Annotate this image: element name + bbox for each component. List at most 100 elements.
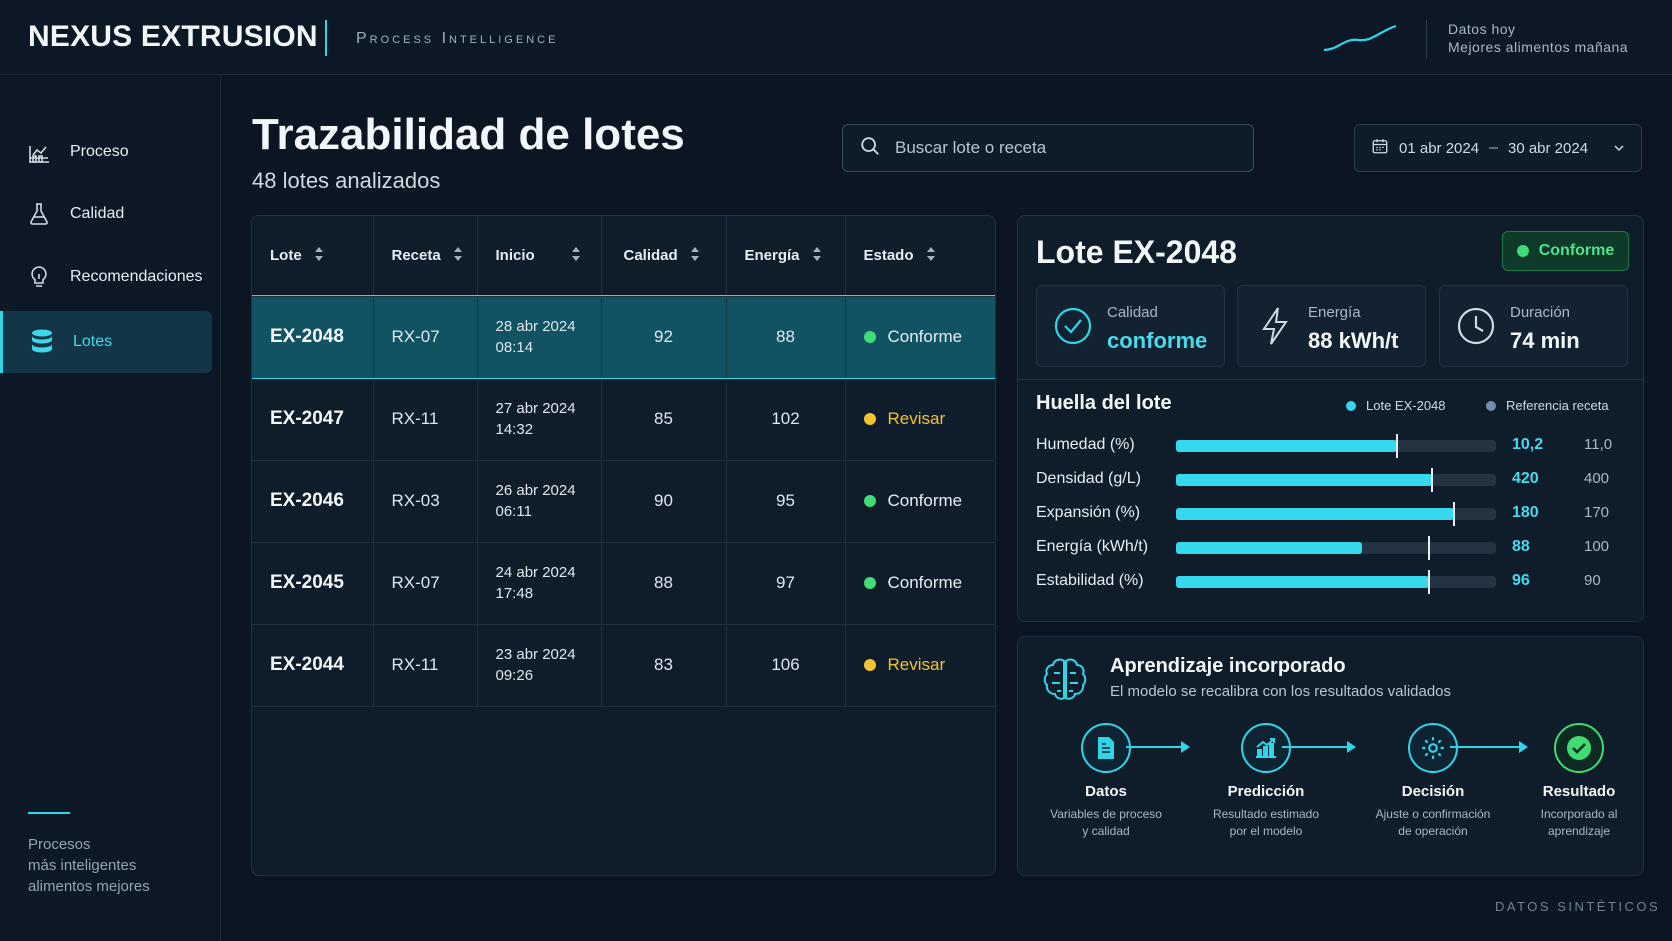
- metric-label: Densidad (g/L): [1036, 470, 1141, 487]
- metric-reference: 170: [1584, 504, 1610, 521]
- cell-energia: 106: [726, 624, 846, 707]
- cell-inicio: 27 abr 2024 14:32: [477, 378, 602, 461]
- cell-hora: 14:32: [495, 421, 534, 438]
- cell-fecha: 24 abr 2024: [495, 564, 576, 581]
- date-range-picker[interactable]: 01 abr 2024 – 30 abr 2024: [1354, 124, 1642, 172]
- step-description: Resultado estimado por el modelo: [1196, 806, 1336, 840]
- factory-chart-icon: [26, 139, 52, 165]
- cell-estado: Conforme: [845, 460, 995, 543]
- kpi-value: 74 min: [1510, 328, 1580, 353]
- cell-energia: 88: [726, 296, 846, 379]
- cell-receta: RX-11: [373, 378, 478, 461]
- column-header-estado[interactable]: Estado: [845, 216, 995, 297]
- batches-table-panel: Lote Receta Inicio Calidad Energía Estad…: [251, 215, 996, 876]
- metric-reference-marker: [1431, 468, 1433, 492]
- status-label: Revisar: [887, 409, 946, 428]
- column-header-label: Receta: [391, 246, 441, 264]
- legend-label: Lote EX-2048: [1366, 398, 1446, 413]
- chevron-down-icon: [1611, 140, 1627, 161]
- metric-value: 88: [1512, 538, 1530, 555]
- step-title: Resultado: [1542, 783, 1616, 800]
- metric-bar-fill: [1176, 474, 1432, 486]
- cell-estado: Revisar: [845, 624, 995, 707]
- table-row[interactable]: EX-2047 RX-11 27 abr 2024 14:32 85 102 Re…: [252, 378, 995, 461]
- wave-icon: [1323, 24, 1397, 52]
- step-desc-line: Variables de proceso: [1050, 807, 1162, 821]
- legend-dot-lote: [1346, 400, 1356, 411]
- learning-subtitle: El modelo se recalibra con los resultado…: [1110, 683, 1452, 700]
- legend-dot-ref: [1486, 400, 1496, 411]
- cell-calidad: 90: [601, 460, 727, 543]
- step-description: Incorporado al aprendizaje: [1524, 806, 1634, 840]
- step-resultado: Resultado Incorporado al aprendizaje: [1524, 723, 1634, 840]
- search-input[interactable]: [895, 138, 1225, 158]
- cell-calidad: 85: [601, 378, 727, 461]
- legend-referencia: Referencia receta: [1486, 398, 1609, 413]
- metric-row: Humedad (%) 10,2 11,0: [1036, 434, 1626, 458]
- metric-bar-fill: [1176, 508, 1455, 520]
- cell-inicio: 23 abr 2024 09:26: [477, 624, 602, 707]
- cell-receta: RX-07: [373, 542, 478, 625]
- table-row[interactable]: EX-2044 RX-11 23 abr 2024 09:26 83 106 Re…: [252, 624, 995, 707]
- metric-value: 420: [1512, 470, 1539, 487]
- column-header-energia[interactable]: Energía: [726, 216, 846, 297]
- metric-bar-track: [1176, 468, 1496, 492]
- cell-energia: 95: [726, 460, 846, 543]
- step-desc-line: Resultado estimado: [1212, 807, 1320, 821]
- cell-lote: EX-2044: [252, 624, 374, 707]
- table-row[interactable]: EX-2048 RX-07 28 abr 2024 08:14 92 88 Con…: [252, 295, 995, 379]
- date-separator: –: [1489, 139, 1498, 156]
- metric-row: Estabilidad (%) 96 90: [1036, 570, 1626, 594]
- kpi-label: Duración: [1510, 304, 1571, 321]
- status-label: Conforme: [887, 491, 963, 510]
- table-row[interactable]: EX-2045 RX-07 24 abr 2024 17:48 88 97 Con…: [252, 542, 995, 625]
- metric-label: Humedad (%): [1036, 436, 1135, 453]
- cell-receta: RX-11: [373, 624, 478, 707]
- column-header-label: Lote: [270, 246, 302, 264]
- column-header-lote[interactable]: Lote: [252, 216, 374, 297]
- metric-row: Expansión (%) 180 170: [1036, 502, 1626, 526]
- gear-icon: [1408, 723, 1458, 773]
- column-header-calidad[interactable]: Calidad: [601, 216, 727, 297]
- column-header-label: Estado: [863, 246, 914, 264]
- search-icon: [859, 135, 881, 162]
- step-datos: Datos Variables de proceso y calidad: [1036, 723, 1176, 840]
- header-tagline-2: Mejores alimentos mañana: [1448, 39, 1629, 55]
- kpi-label: Calidad: [1107, 304, 1158, 321]
- kpi-label: Energía: [1308, 304, 1361, 321]
- metric-label: Estabilidad (%): [1036, 572, 1144, 589]
- kpi-value: 88 kWh/t: [1308, 328, 1399, 353]
- brand-divider: [325, 20, 327, 56]
- status-dot: [863, 331, 876, 343]
- step-title: Decisión: [1401, 783, 1465, 800]
- metric-reference: 400: [1584, 470, 1610, 487]
- column-header-inicio[interactable]: Inicio: [477, 216, 602, 297]
- metric-value: 180: [1512, 504, 1539, 521]
- batch-footprint: Huella del lote Lote EX-2048 Referencia …: [1018, 379, 1645, 623]
- header-divider: [1426, 20, 1427, 58]
- table-row[interactable]: EX-2046 RX-03 26 abr 2024 06:11 90 95 Con…: [252, 460, 995, 543]
- flask-icon: [26, 201, 52, 227]
- sidebar-item-lotes[interactable]: Lotes: [0, 311, 212, 373]
- kpi-card-calidad: Calidad conforme: [1036, 285, 1225, 367]
- sort-icon: [812, 246, 822, 266]
- column-header-label: Inicio: [495, 246, 535, 264]
- metric-value: 10,2: [1512, 436, 1544, 453]
- metric-bar-fill: [1176, 440, 1397, 452]
- metric-reference-marker: [1427, 570, 1430, 594]
- search-box[interactable]: [842, 124, 1254, 172]
- metric-bar-track: [1176, 570, 1496, 594]
- sidebar-item-calidad[interactable]: Calidad: [0, 183, 212, 245]
- metric-bar-track: [1176, 434, 1496, 458]
- cell-hora: 17:48: [495, 585, 534, 602]
- sort-icon: [571, 246, 581, 266]
- metric-bar-track: [1176, 536, 1496, 560]
- kpi-card-duracion: Duración 74 min: [1439, 285, 1628, 367]
- column-header-receta[interactable]: Receta: [373, 216, 478, 297]
- step-desc-line: y calidad: [1082, 824, 1130, 838]
- cell-hora: 08:14: [495, 339, 534, 356]
- sidebar-item-recomendaciones[interactable]: Recomendaciones: [0, 246, 212, 308]
- sort-icon: [314, 246, 324, 266]
- sidebar-item-proceso[interactable]: Proceso: [0, 121, 212, 183]
- status-dot: [863, 495, 876, 507]
